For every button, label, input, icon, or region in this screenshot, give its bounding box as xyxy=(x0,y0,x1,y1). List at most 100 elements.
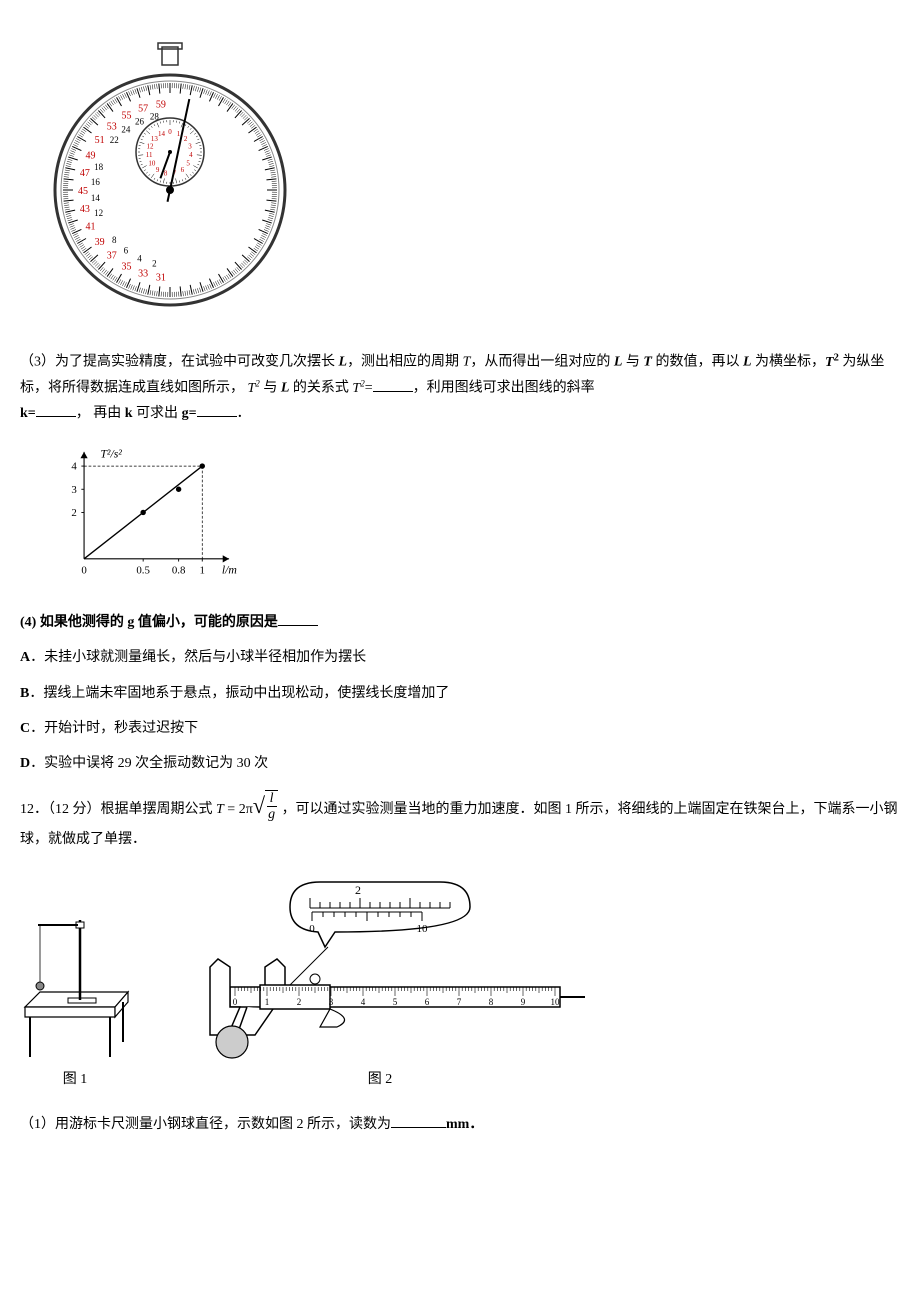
q3-t13: 可求出 xyxy=(133,406,182,421)
svg-text:55: 55 xyxy=(122,111,132,122)
q3-kb: k xyxy=(125,406,133,421)
svg-text:1: 1 xyxy=(177,130,181,138)
svg-text:22: 22 xyxy=(110,135,119,145)
svg-text:11: 11 xyxy=(146,151,153,159)
svg-text:0.8: 0.8 xyxy=(172,564,186,576)
q3-t14: ． xyxy=(237,406,251,421)
svg-text:7: 7 xyxy=(457,997,462,1007)
svg-text:3: 3 xyxy=(329,997,334,1007)
svg-text:6: 6 xyxy=(124,246,129,256)
q12-text: 12．（12 分）根据单摆周期公式 T = 2π√lg ，可以通过实验测量当地的… xyxy=(20,786,900,852)
q3-t1: （3）为了提高实验精度，在试验中可改变几次摆长 xyxy=(20,355,339,370)
q3-T2: T xyxy=(643,355,652,370)
q12-eq: = 2π xyxy=(224,802,253,817)
stopwatch-figure: 3133353739414345474951535557592468121416… xyxy=(40,30,900,329)
svg-text:24: 24 xyxy=(121,124,131,134)
svg-text:12: 12 xyxy=(94,208,103,218)
svg-text:0: 0 xyxy=(168,128,172,136)
svg-text:2: 2 xyxy=(71,507,76,519)
svg-text:T²/s²: T²/s² xyxy=(100,447,122,460)
chart-svg: T²/s²l/m23400.50.81 xyxy=(50,441,245,586)
svg-text:2: 2 xyxy=(355,883,361,897)
svg-text:33: 33 xyxy=(138,269,148,280)
svg-text:12: 12 xyxy=(147,143,155,151)
caliper-svg: 2010012345678910 xyxy=(170,872,590,1062)
q3-T2c: T2 xyxy=(248,381,260,396)
svg-text:35: 35 xyxy=(122,261,132,272)
svg-text:47: 47 xyxy=(80,168,90,179)
svg-text:16: 16 xyxy=(91,177,101,187)
svg-text:4: 4 xyxy=(71,461,77,473)
q3-t5: 的数值，再以 xyxy=(652,355,743,370)
svg-text:53: 53 xyxy=(107,121,117,132)
blank-2 xyxy=(36,403,76,417)
q12-prefix: 12．（12 分）根据单摆周期公式 xyxy=(20,802,213,817)
q3-t8: 与 xyxy=(263,381,281,396)
svg-text:10: 10 xyxy=(148,160,156,168)
q12-sub1-unit: mm． xyxy=(446,1117,483,1132)
svg-text:14: 14 xyxy=(158,130,166,138)
svg-text:0: 0 xyxy=(233,997,238,1007)
svg-text:31: 31 xyxy=(156,273,166,284)
q3-T2b: T2 xyxy=(825,355,842,370)
q4-intro-text: (4) 如果他测得的 g 值偏小，可能的原因是 xyxy=(20,615,278,630)
svg-text:14: 14 xyxy=(91,193,101,203)
svg-text:59: 59 xyxy=(156,99,166,110)
q12-sub1: （1）用游标卡尺测量小钢球直径，示数如图 2 所示，读数为 mm． xyxy=(20,1112,900,1137)
q3-T2d: T2 xyxy=(352,381,364,396)
svg-text:8: 8 xyxy=(112,235,117,245)
svg-text:4: 4 xyxy=(361,997,366,1007)
q3-L: L xyxy=(339,355,348,370)
svg-text:0.5: 0.5 xyxy=(136,564,150,576)
svg-text:9: 9 xyxy=(156,166,160,174)
q3-L3: L xyxy=(743,355,752,370)
stand-svg xyxy=(20,912,130,1062)
q3-text: （3）为了提高实验精度，在试验中可改变几次摆长 L，测出相应的周期 T，从而得出… xyxy=(20,349,900,426)
q12-num: l xyxy=(267,791,277,807)
svg-text:43: 43 xyxy=(80,204,90,215)
svg-text:37: 37 xyxy=(107,251,117,262)
svg-text:3: 3 xyxy=(71,484,76,496)
option-b: B．摆线上端未牢固地系于悬点，振动中出现松动，使摆线长度增加了 xyxy=(20,681,900,706)
q3-k: k= xyxy=(20,406,36,421)
svg-text:4: 4 xyxy=(189,151,193,159)
option-d: D．实验中误将 29 次全振动数记为 30 次 xyxy=(20,751,900,776)
figure-1: 图 1 xyxy=(20,912,130,1092)
q12-den: g xyxy=(265,807,278,822)
fig1-label: 图 1 xyxy=(63,1067,88,1092)
svg-text:5: 5 xyxy=(393,997,398,1007)
svg-text:1: 1 xyxy=(200,564,205,576)
blank-4 xyxy=(278,612,318,626)
svg-text:18: 18 xyxy=(94,162,104,172)
q12-T: T xyxy=(216,802,224,817)
sqrt-icon: √lg xyxy=(253,786,278,826)
blank-3 xyxy=(197,403,237,417)
svg-text:9: 9 xyxy=(521,997,526,1007)
t2-l-chart: T²/s²l/m23400.50.81 xyxy=(50,441,900,595)
blank-5 xyxy=(391,1114,446,1128)
q4-options: A．未挂小球就测量绳长，然后与小球半径相加作为摆长B．摆线上端未牢固地系于悬点，… xyxy=(20,645,900,776)
q12-sub1-text: （1）用游标卡尺测量小钢球直径，示数如图 2 所示，读数为 xyxy=(20,1117,391,1132)
blank-1 xyxy=(373,378,413,392)
svg-text:57: 57 xyxy=(138,103,148,114)
svg-text:1: 1 xyxy=(265,997,270,1007)
figures-row: 图 1 2010012345678910 图 2 xyxy=(20,872,900,1092)
figure-2: 2010012345678910 图 2 xyxy=(170,872,590,1092)
q3-t12: ， 再由 xyxy=(76,406,125,421)
svg-text:0: 0 xyxy=(81,564,87,576)
q12-formula: T = 2π√lg xyxy=(216,802,282,817)
svg-text:10: 10 xyxy=(417,923,429,935)
q3-t2: ，测出相应的周期 xyxy=(347,355,463,370)
q3-t3: ，从而得出一组对应的 xyxy=(470,355,614,370)
option-c: C．开始计时，秒表过迟按下 xyxy=(20,716,900,741)
q3-t4: 与 xyxy=(622,355,643,370)
svg-text:39: 39 xyxy=(95,237,105,248)
svg-text:4: 4 xyxy=(137,254,142,264)
svg-text:0: 0 xyxy=(309,923,315,935)
svg-text:6: 6 xyxy=(425,997,430,1007)
svg-text:45: 45 xyxy=(78,186,88,197)
svg-text:51: 51 xyxy=(95,135,105,146)
svg-text:49: 49 xyxy=(86,151,96,162)
svg-text:10: 10 xyxy=(551,997,561,1007)
q3-t10: = xyxy=(365,381,373,396)
